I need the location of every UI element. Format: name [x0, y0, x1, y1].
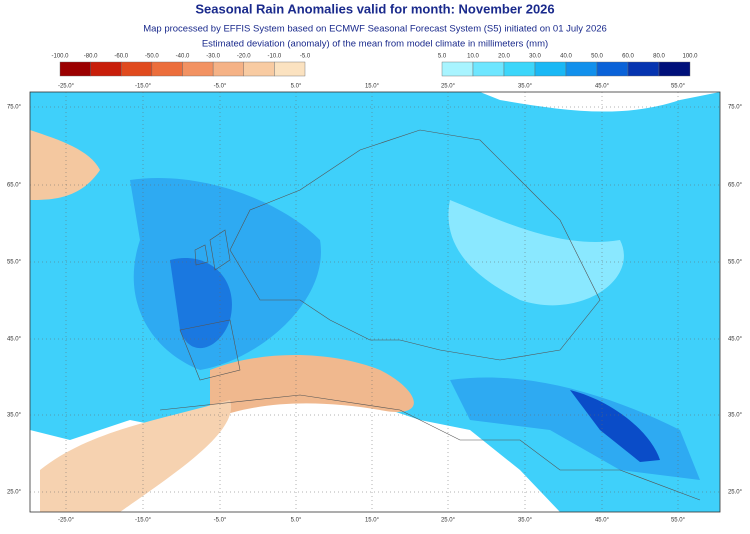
lon-label: 35.0° — [518, 84, 533, 90]
lat-label: 55.0° — [728, 260, 743, 266]
legend-label: -100.0 — [51, 54, 69, 60]
legend-swatch — [59, 61, 91, 77]
lon-label: 5.0° — [291, 518, 302, 524]
legend-swatch — [565, 61, 598, 77]
legend-label: 10.0 — [467, 54, 479, 60]
legend-label: 30.0 — [529, 54, 541, 60]
legend-swatch — [441, 61, 474, 77]
lon-label: -5.0° — [214, 518, 227, 524]
legend-label: 20.0 — [498, 54, 510, 60]
lon-label: -25.0° — [58, 518, 75, 524]
legend-label: -30.0 — [206, 54, 220, 60]
lon-label: -25.0° — [58, 84, 75, 90]
legend-label: -20.0 — [237, 54, 251, 60]
legend-label: -5.0 — [300, 54, 311, 60]
legend-swatch — [503, 61, 536, 77]
lon-label: -5.0° — [214, 84, 227, 90]
legend-label: -50.0 — [145, 54, 159, 60]
lon-label: 55.0° — [671, 518, 686, 524]
subtitle: Map processed by EFFIS System based on E… — [143, 24, 607, 35]
lat-label: 35.0° — [728, 413, 743, 419]
legend-label: 50.0 — [591, 54, 603, 60]
legend-label: 100.0 — [682, 54, 698, 60]
lon-label: 5.0° — [291, 84, 302, 90]
lon-label: 25.0° — [441, 84, 456, 90]
legend-swatch — [472, 61, 505, 77]
lon-label: -15.0° — [135, 84, 152, 90]
legend-label: -80.0 — [84, 54, 98, 60]
lat-label: 25.0° — [728, 490, 743, 496]
lon-label: 55.0° — [671, 84, 686, 90]
title: Seasonal Rain Anomalies valid for month:… — [195, 1, 554, 16]
lon-label: 45.0° — [595, 84, 610, 90]
legend-swatch — [627, 61, 660, 77]
legend-swatch — [121, 61, 153, 77]
lon-label: 15.0° — [365, 518, 380, 524]
lat-label: 35.0° — [7, 413, 22, 419]
legend-swatch — [90, 61, 122, 77]
lon-label: 35.0° — [518, 518, 533, 524]
legend-swatch — [534, 61, 567, 77]
legend-label: -60.0 — [114, 54, 128, 60]
lon-label: -15.0° — [135, 518, 152, 524]
legend-label: -10.0 — [268, 54, 282, 60]
legend-swatch — [151, 61, 183, 77]
lon-label: 15.0° — [365, 84, 380, 90]
lat-label: 65.0° — [728, 183, 743, 189]
map — [29, 91, 721, 513]
lat-label: 65.0° — [7, 183, 22, 189]
legend-swatch — [658, 61, 691, 77]
subtitle: Estimated deviation (anomaly) of the mea… — [202, 39, 548, 50]
legend-label: -40.0 — [176, 54, 190, 60]
lon-label: 45.0° — [595, 518, 610, 524]
legend-label: 80.0 — [653, 54, 665, 60]
lat-label: 75.0° — [728, 105, 743, 111]
legend-swatch — [274, 61, 306, 77]
legend-label: 60.0 — [622, 54, 634, 60]
legend-swatch — [212, 61, 244, 77]
legend-swatch — [243, 61, 275, 77]
lat-label: 25.0° — [7, 490, 22, 496]
legend-swatch — [596, 61, 629, 77]
legend-swatch — [182, 61, 214, 77]
legend-label: 40.0 — [560, 54, 572, 60]
lon-label: 25.0° — [441, 518, 456, 524]
lat-label: 45.0° — [728, 337, 743, 343]
legend-label: 5.0 — [438, 54, 447, 60]
lat-label: 55.0° — [7, 260, 22, 266]
lat-label: 45.0° — [7, 337, 22, 343]
lat-label: 75.0° — [7, 105, 22, 111]
